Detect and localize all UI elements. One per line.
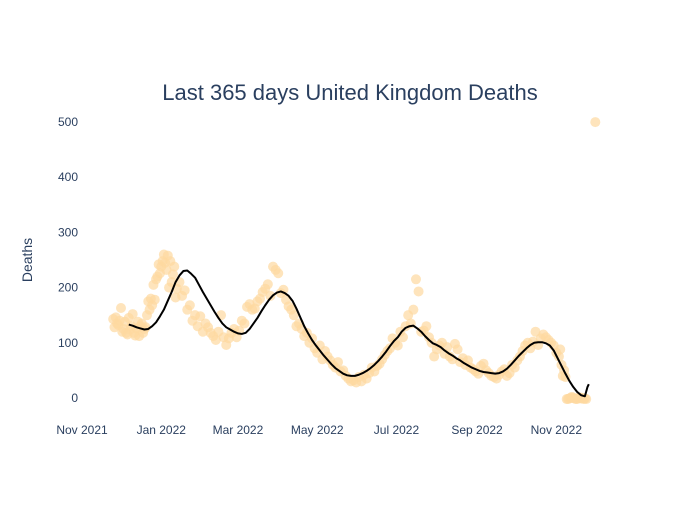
data-point [555, 344, 566, 355]
data-point [392, 340, 403, 351]
y-tick-label: 100 [58, 336, 78, 350]
y-tick-label: 0 [71, 391, 78, 405]
data-point [179, 285, 190, 296]
y-axis-title: Deaths [19, 238, 35, 282]
x-tick-label: Jul 2022 [374, 423, 420, 437]
y-tick-label: 300 [58, 225, 78, 239]
data-point [210, 335, 221, 345]
x-axis-ticks: Nov 2021 Jan 2022 Mar 2022 May 2022 Jul 2022… [56, 423, 582, 437]
x-tick-label: Nov 2022 [531, 423, 583, 437]
data-point [408, 304, 419, 315]
data-point [127, 309, 138, 320]
data-point [273, 268, 284, 279]
data-point [262, 279, 273, 290]
data-point [452, 344, 463, 355]
data-point [184, 300, 195, 311]
y-tick-label: 200 [58, 281, 78, 295]
x-tick-label: Jan 2022 [137, 423, 187, 437]
data-point [115, 303, 126, 313]
data-point [333, 357, 343, 368]
data-point [239, 318, 250, 329]
data-point [169, 261, 180, 272]
x-tick-label: Mar 2022 [213, 423, 264, 437]
data-point [410, 274, 421, 285]
y-axis-ticks: 0 100 200 300 400 500 [58, 115, 78, 405]
y-tick-label: 500 [58, 115, 78, 129]
chart-title: Last 365 days United Kingdom Deaths [162, 80, 537, 105]
x-tick-label: Nov 2021 [56, 423, 108, 437]
data-point [149, 294, 160, 305]
y-tick-label: 400 [58, 170, 78, 184]
rolling-average-line-layer [128, 269, 590, 398]
data-point [590, 117, 601, 128]
daily-deaths-points [108, 117, 601, 405]
data-point [265, 290, 276, 301]
data-point [421, 321, 432, 332]
x-tick-label: May 2022 [291, 423, 344, 437]
data-point [195, 311, 206, 322]
rolling-average-line [128, 269, 590, 398]
data-point [167, 269, 178, 280]
data-point [413, 286, 424, 297]
x-tick-label: Sep 2022 [451, 423, 503, 437]
data-point [288, 310, 299, 321]
